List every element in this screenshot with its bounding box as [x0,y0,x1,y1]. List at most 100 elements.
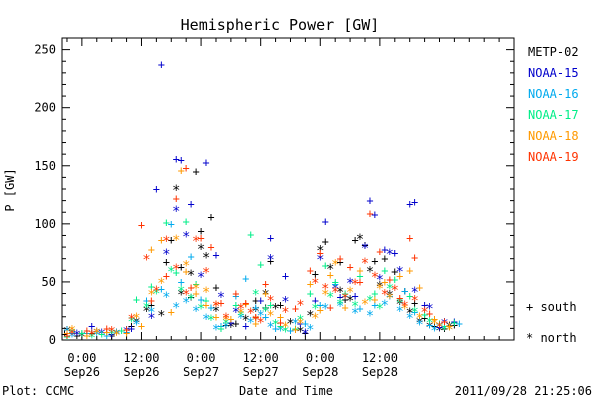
point-north-noaa-19: * [311,276,319,292]
point-south-noaa-15: + [337,290,344,304]
point-south-noaa-16: + [178,275,185,289]
point-north-noaa-17: * [376,301,384,317]
point-south-noaa-17: + [133,292,140,306]
point-south-noaa-19: + [183,161,190,175]
point-south-noaa-17: + [217,321,224,335]
point-south-metp-02: + [292,323,299,337]
point-north-noaa-17: * [167,264,175,280]
point-south-noaa-17: + [118,324,125,338]
point-north-metp-02: * [132,315,140,331]
point-south-noaa-17: + [183,215,190,229]
point-north-metp-02: * [366,264,374,280]
point-north-noaa-17: * [386,282,394,298]
point-north-noaa-17: * [152,286,160,302]
point-south-noaa-18: + [356,263,363,277]
point-north-noaa-19: * [172,262,180,278]
point-south-metp-02: + [371,254,378,268]
point-north-noaa-17: * [237,308,245,324]
point-south-noaa-19: + [103,321,110,335]
point-south-metp-02: + [421,311,428,325]
point-north-noaa-16: * [182,296,190,312]
point-south-noaa-18: + [262,287,269,301]
point-north-noaa-17: * [88,331,96,347]
point-north-noaa-18: * [445,322,453,338]
point-south-noaa-15: + [322,215,329,229]
point-south-noaa-16: + [103,328,110,342]
point-south-noaa-18: + [307,277,314,291]
point-south-noaa-17: + [63,330,70,344]
point-south-noaa-19: + [148,294,155,308]
point-south-metp-02: + [188,290,195,304]
point-north-metp-02: * [336,285,344,301]
point-south-noaa-19: + [232,287,239,301]
point-south-noaa-19: + [307,263,314,277]
point-south-noaa-19: + [188,281,195,295]
point-south-noaa-18: + [183,264,190,278]
point-north-noaa-19: * [162,234,170,250]
point-south-noaa-19: + [441,314,448,328]
point-south-noaa-18: + [83,328,90,342]
point-north-noaa-16: * [202,312,210,328]
point-north-noaa-17: * [366,293,374,309]
point-south-metp-02: + [252,294,259,308]
point-south-noaa-15: + [108,327,115,341]
point-north-noaa-15: * [316,253,324,269]
point-south-noaa-18: + [416,281,423,295]
point-south-noaa-17: + [381,263,388,277]
point-south-noaa-15: + [282,269,289,283]
point-south-noaa-19: + [252,310,259,324]
point-north-noaa-15: * [172,204,180,220]
legend-item-noaa-17: NOAA-17 [528,108,579,122]
point-south-noaa-17: + [406,289,413,303]
point-south-noaa-19: + [292,302,299,316]
point-north-noaa-19: * [152,284,160,300]
point-south-noaa-15: + [88,319,95,333]
point-north-noaa-18: * [331,257,339,273]
point-south-metp-02: + [61,327,68,341]
x-tick-date: Sep27 [243,365,279,379]
point-south-noaa-19: + [376,245,383,259]
point-north-metp-02: * [316,243,324,259]
point-south-noaa-17: + [247,227,254,241]
point-south-noaa-15: + [411,195,418,209]
point-south-noaa-18: + [371,292,378,306]
point-south-noaa-17: + [257,258,264,272]
point-north-metp-02: * [356,232,364,248]
point-south-noaa-16: + [332,277,339,291]
point-north-metp-02: * [142,304,150,320]
point-north-noaa-17: * [326,290,334,306]
point-south-noaa-16: + [262,310,269,324]
point-north-noaa-16: * [351,306,359,322]
point-south-metp-02: + [262,300,269,314]
point-north-noaa-19: * [266,293,274,309]
point-north-noaa-18: * [296,317,304,333]
point-north-noaa-15: * [162,247,170,263]
point-north-metp-02: * [405,306,413,322]
point-north-noaa-19: * [361,256,369,272]
point-north-noaa-16: * [381,298,389,314]
point-north-noaa-15: * [386,247,394,263]
point-north-noaa-17: * [296,313,304,329]
point-south-noaa-15: + [421,298,428,312]
point-south-noaa-18: + [227,312,234,326]
point-north-metp-02: * [286,317,294,333]
point-north-noaa-16: * [430,324,438,340]
x-tick-time: 0:00 [67,351,96,365]
point-north-metp-02: * [296,325,304,341]
y-tick-label: 50 [42,275,56,289]
point-north-noaa-19: * [88,328,96,344]
point-south-noaa-16: + [426,318,433,332]
point-north-metp-02: * [177,288,185,304]
point-north-noaa-16: * [405,311,413,327]
point-north-noaa-16: * [112,327,120,343]
point-north-noaa-15: * [376,272,384,288]
point-south-noaa-18: + [178,163,185,177]
point-south-noaa-18: + [317,303,324,317]
point-north-noaa-15: * [98,327,106,343]
point-south-metp-02: + [148,298,155,312]
point-north-metp-02: * [435,324,443,340]
point-south-metp-02: + [441,321,448,335]
point-south-noaa-16: + [411,305,418,319]
point-north-noaa-16: * [147,305,155,321]
point-south-noaa-18: + [202,298,209,312]
